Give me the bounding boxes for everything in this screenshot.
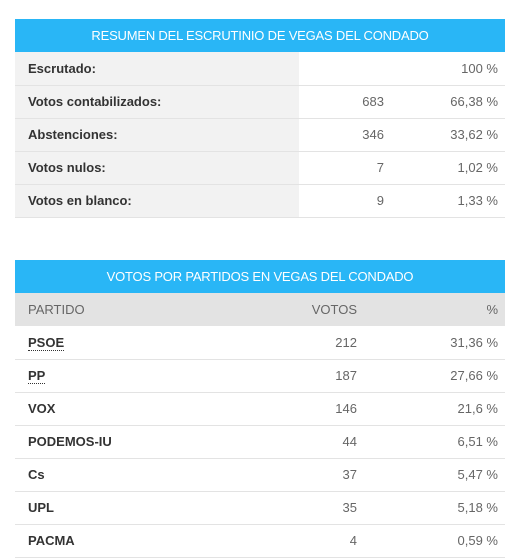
party-name: UPL <box>15 491 228 525</box>
party-row-vox: VOX 146 21,6 % <box>15 392 505 426</box>
summary-panel: RESUMEN DEL ESCRUTINIO DE VEGAS DEL COND… <box>15 19 505 218</box>
summary-table: Escrutado: 100 % Votos contabilizados: 6… <box>15 52 505 218</box>
party-name: VOX <box>15 392 228 426</box>
summary-title: RESUMEN DEL ESCRUTINIO DE VEGAS DEL COND… <box>15 19 505 52</box>
summary-count: 346 <box>299 118 391 152</box>
summary-row-scrutinized: Escrutado: 100 % <box>15 52 505 86</box>
parties-column-header: PARTIDO VOTOS % <box>15 293 505 326</box>
party-percent: 6,51 % <box>364 425 505 459</box>
summary-label: Escrutado: <box>15 52 299 86</box>
party-percent: 21,6 % <box>364 392 505 426</box>
party-percent: 0,59 % <box>364 524 505 558</box>
party-abbreviation[interactable]: PSOE <box>28 334 65 351</box>
summary-label: Abstenciones: <box>15 118 299 152</box>
column-header-party: PARTIDO <box>15 293 228 326</box>
party-name: PACMA <box>15 524 228 558</box>
summary-percent: 1,33 % <box>391 184 505 218</box>
summary-row-null-votes: Votos nulos: 7 1,02 % <box>15 151 505 185</box>
party-votes: 146 <box>228 392 364 426</box>
summary-row-blank-votes: Votos en blanco: 9 1,33 % <box>15 184 505 218</box>
summary-label: Votos contabilizados: <box>15 85 299 119</box>
parties-panel: VOTOS POR PARTIDOS EN VEGAS DEL CONDADO … <box>15 260 505 558</box>
party-row-pacma: PACMA 4 0,59 % <box>15 524 505 558</box>
summary-row-counted-votes: Votos contabilizados: 683 66,38 % <box>15 85 505 119</box>
party-name: PODEMOS-IU <box>15 425 228 459</box>
summary-label: Votos nulos: <box>15 151 299 185</box>
party-row-pp: PP 187 27,66 % <box>15 359 505 393</box>
party-votes: 37 <box>228 458 364 492</box>
summary-count <box>299 52 391 86</box>
summary-count: 9 <box>299 184 391 218</box>
summary-percent: 33,62 % <box>391 118 505 152</box>
party-votes: 44 <box>228 425 364 459</box>
party-percent: 5,47 % <box>364 458 505 492</box>
party-percent: 31,36 % <box>364 326 505 360</box>
summary-label: Votos en blanco: <box>15 184 299 218</box>
summary-percent: 1,02 % <box>391 151 505 185</box>
parties-table: PARTIDO VOTOS % PSOE 212 31,36 % PP 187 … <box>15 293 505 558</box>
summary-row-abstentions: Abstenciones: 346 33,62 % <box>15 118 505 152</box>
party-votes: 187 <box>228 359 364 393</box>
party-name: PSOE <box>15 326 228 360</box>
party-votes: 212 <box>228 326 364 360</box>
column-header-percent: % <box>364 293 505 326</box>
party-votes: 4 <box>228 524 364 558</box>
summary-percent: 100 % <box>391 52 505 86</box>
party-row-psoe: PSOE 212 31,36 % <box>15 326 505 360</box>
party-votes: 35 <box>228 491 364 525</box>
party-name: PP <box>15 359 228 393</box>
party-row-upl: UPL 35 5,18 % <box>15 491 505 525</box>
party-row-podemos-iu: PODEMOS-IU 44 6,51 % <box>15 425 505 459</box>
party-percent: 5,18 % <box>364 491 505 525</box>
party-name: Cs <box>15 458 228 492</box>
party-abbreviation[interactable]: PP <box>28 368 46 384</box>
parties-title: VOTOS POR PARTIDOS EN VEGAS DEL CONDADO <box>15 260 505 293</box>
party-row-cs: Cs 37 5,47 % <box>15 458 505 492</box>
summary-count: 683 <box>299 85 391 119</box>
party-percent: 27,66 % <box>364 359 505 393</box>
summary-count: 7 <box>299 151 391 185</box>
summary-percent: 66,38 % <box>391 85 505 119</box>
column-header-votes: VOTOS <box>228 293 364 326</box>
